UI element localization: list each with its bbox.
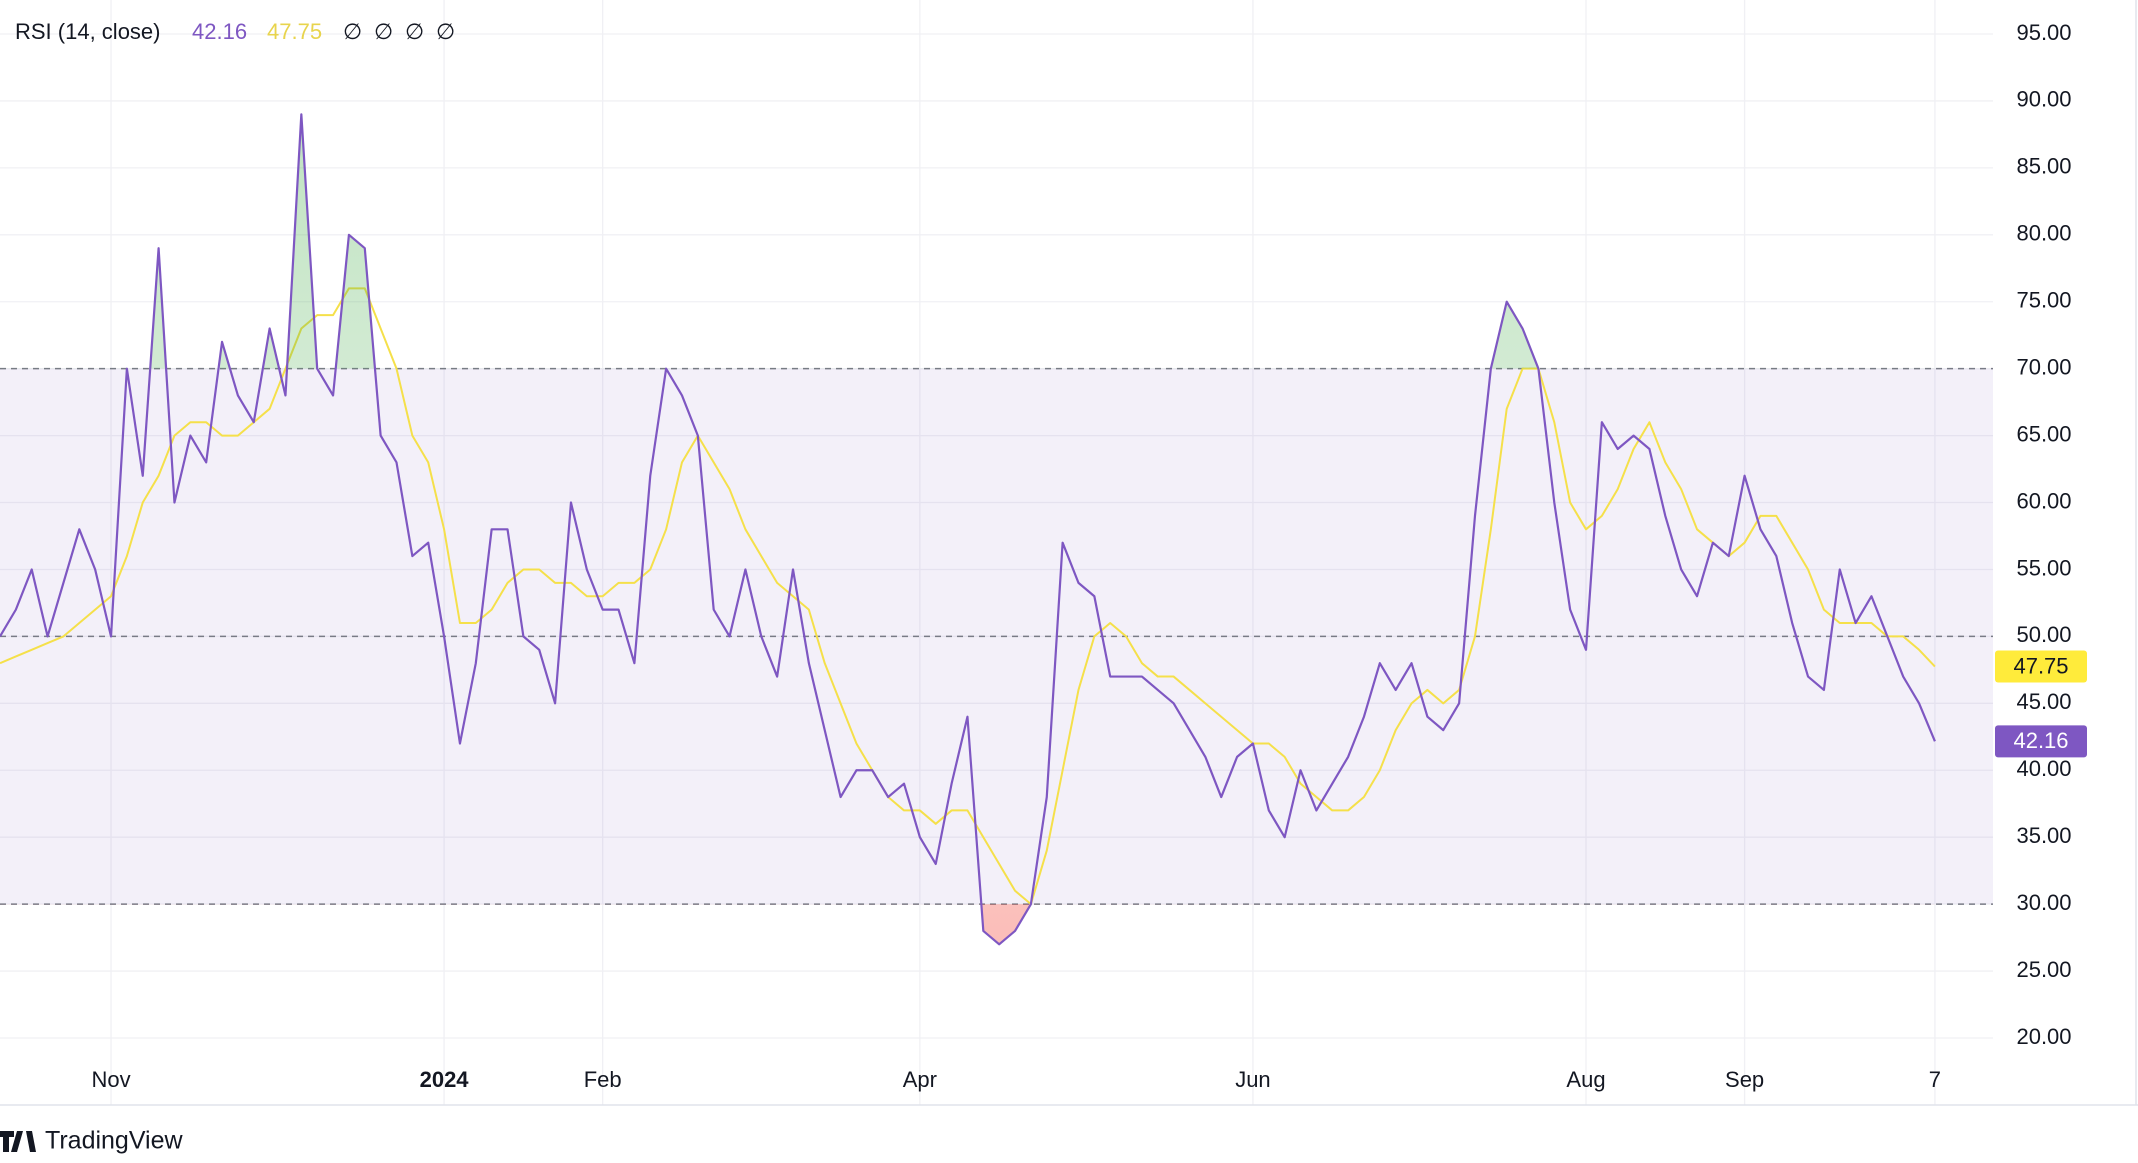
y-tick-label: 65.00 [2016, 421, 2071, 446]
indicator-title: RSI (14, close) [15, 19, 161, 44]
price-badge-label: 47.75 [2013, 653, 2068, 678]
na-symbol: ∅ [405, 19, 424, 44]
y-tick-label: 25.00 [2016, 957, 2071, 982]
x-tick-label: 7 [1929, 1067, 1941, 1092]
series-line [0, 287, 1936, 906]
x-tick-label: Jun [1235, 1067, 1270, 1092]
y-tick-label: 75.00 [2016, 288, 2071, 313]
price-badge-label: 42.16 [2013, 728, 2068, 753]
na-symbol: ∅ [374, 19, 393, 44]
brand: TradingView [45, 1127, 184, 1155]
na-symbol: ∅ [436, 19, 455, 44]
x-tick-label: Sep [1725, 1067, 1764, 1092]
legend-value-ma: 47.75 [267, 19, 322, 44]
y-tick-label: 90.00 [2016, 87, 2071, 112]
x-tick-label: Nov [91, 1067, 130, 1092]
y-tick-label: 50.00 [2016, 622, 2071, 647]
y-tick-label: 40.00 [2016, 756, 2071, 781]
price-badge [1995, 725, 2087, 758]
y-tick-label: 80.00 [2016, 221, 2071, 246]
labels: 20.00 25.00 30.00 35.00 40.00 45.00 50.00 55.00… [91, 20, 2087, 1092]
x-tick-label: Feb [584, 1067, 622, 1092]
y-tick-label: 20.00 [2016, 1024, 2071, 1049]
y-tick-label: 45.00 [2016, 689, 2071, 714]
y-tick-label: 30.00 [2016, 890, 2071, 915]
brand-logo [0, 1131, 36, 1152]
y-tick-label: 35.00 [2016, 823, 2071, 848]
y-tick-label: 60.00 [2016, 488, 2071, 513]
legend-value-rsi: 42.16 [192, 19, 247, 44]
y-tick-label: 70.00 [2016, 354, 2071, 379]
x-tick-label: 2024 [420, 1067, 470, 1092]
na-symbol: ∅ [343, 19, 362, 44]
series-line [0, 113, 1936, 946]
y-tick-label: 95.00 [2016, 20, 2071, 45]
x-tick-label: Aug [1566, 1067, 1605, 1092]
y-tick-label: 55.00 [2016, 555, 2071, 580]
y-tick-label: 85.00 [2016, 154, 2071, 179]
marks [0, 113, 1993, 946]
x-tick-label: Apr [903, 1067, 937, 1092]
oversold-fill [981, 904, 1031, 945]
price-badge [1995, 650, 2087, 683]
